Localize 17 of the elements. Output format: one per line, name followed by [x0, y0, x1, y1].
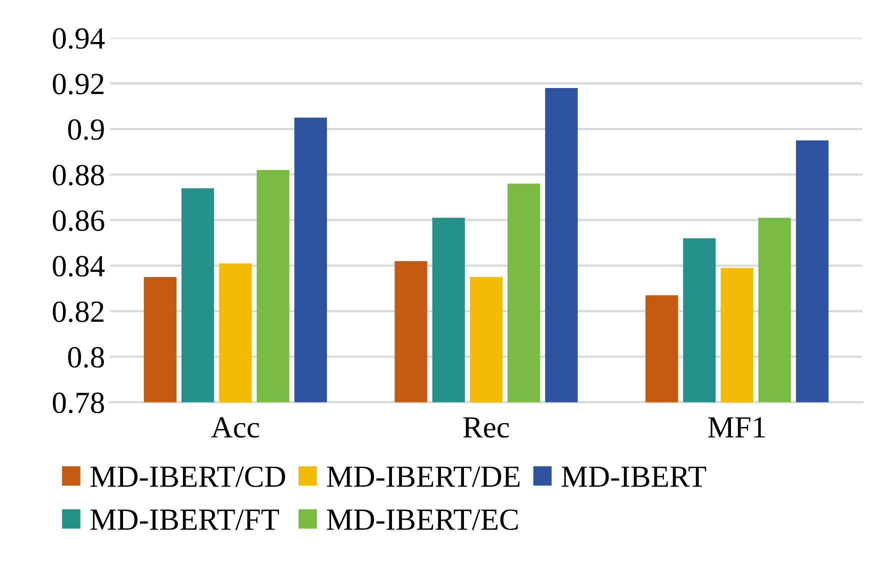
- x-tick-label: Rec: [463, 417, 510, 438]
- y-tick-label: 0.88: [52, 164, 104, 186]
- y-tick-label: 0.86: [52, 210, 104, 232]
- legend-label: MD-IBERT/EC: [326, 509, 518, 530]
- legend-label: MD-IBERT: [562, 466, 706, 487]
- y-tick-label: 0.84: [52, 256, 105, 277]
- legend-label: MD-IBERT/DE: [326, 466, 520, 488]
- legend-label: MD-IBERT/CD: [90, 466, 286, 488]
- y-tick-label: 0.78: [52, 392, 104, 414]
- y-tick-label: 0.82: [52, 301, 104, 322]
- y-tick-label: 0.9: [68, 119, 104, 140]
- y-tick-label: 0.92: [52, 74, 104, 94]
- legend-label: MD-IBERT/FT: [90, 510, 280, 530]
- y-tick-label: 0.94: [52, 28, 105, 49]
- y-tick-label: 0.8: [68, 347, 104, 368]
- x-tick-label: MF1: [708, 417, 765, 438]
- x-tick-label: Acc: [211, 417, 260, 438]
